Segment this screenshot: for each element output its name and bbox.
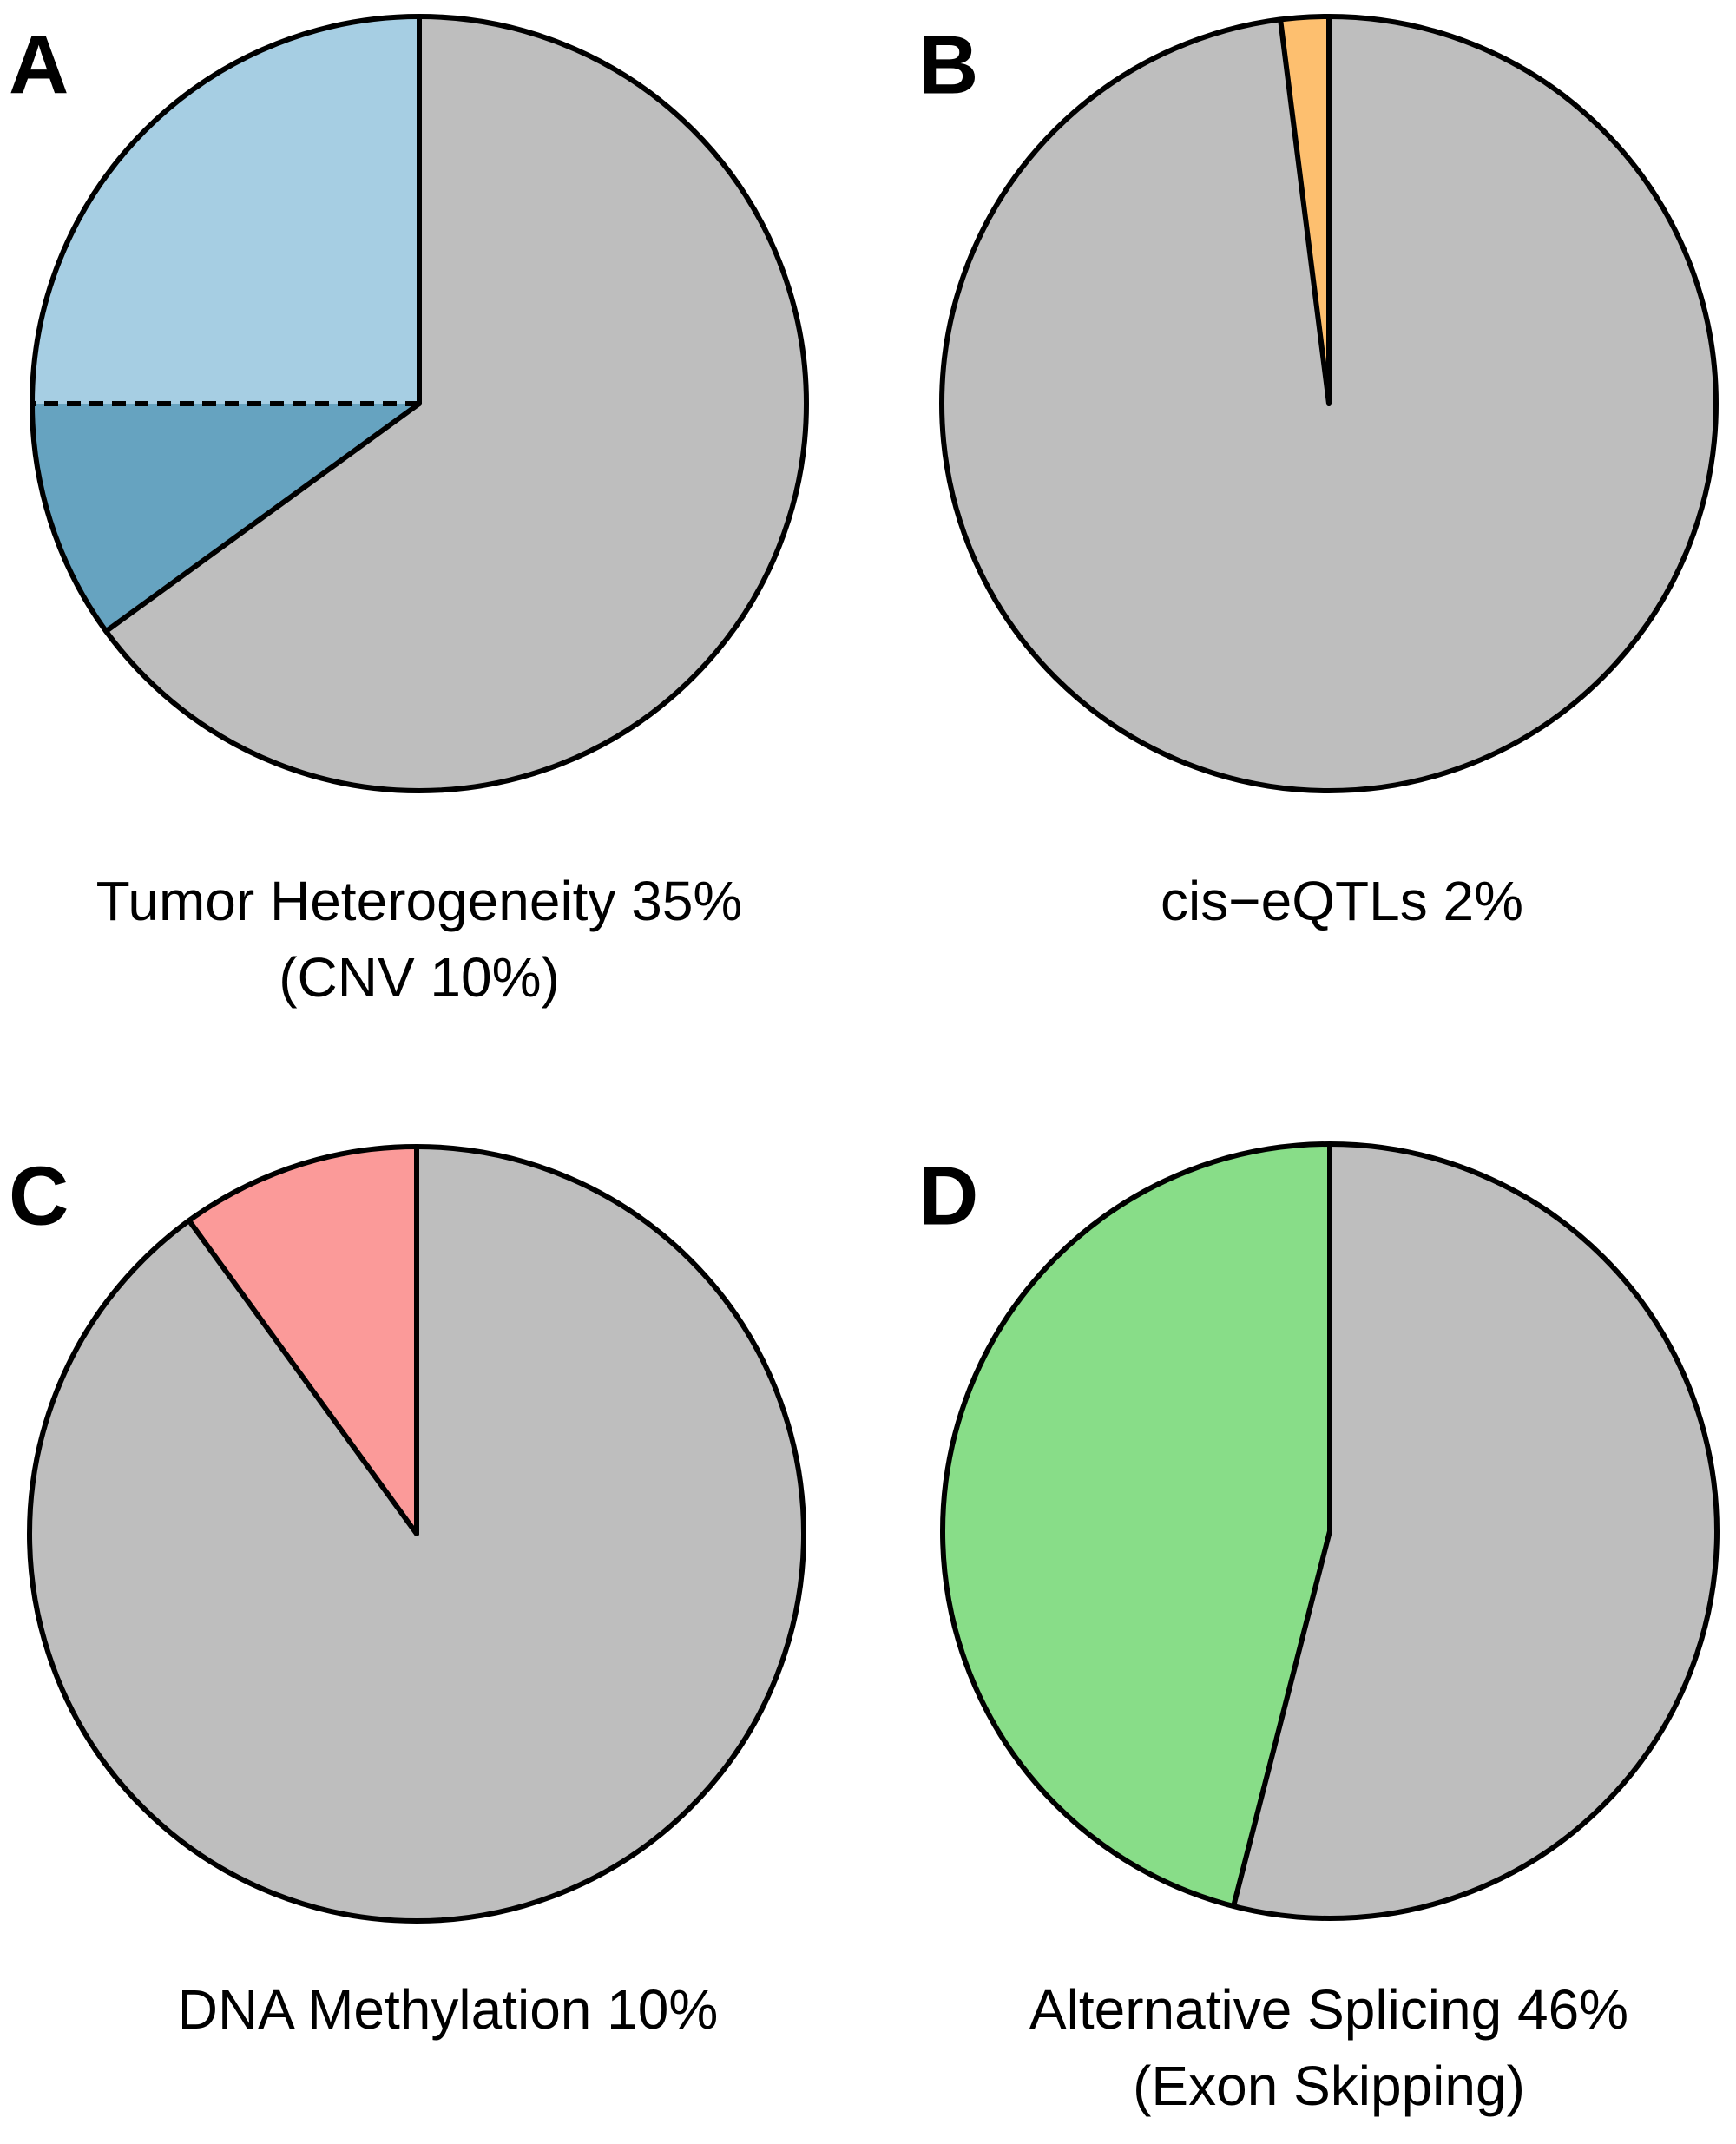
pie-slice [32,16,419,404]
panel-label: D [918,1149,978,1242]
slice-edge [103,401,422,635]
panel-label: B [918,18,978,111]
slice-edge [186,1218,419,1536]
panel-label: A [9,18,69,111]
caption: (Exon Skipping) [1133,2055,1525,2117]
caption: DNA Methylation 10% [178,1978,719,2041]
caption: cis−eQTLs 2% [1161,870,1523,932]
caption: Tumor Heterogeneity 35% [96,870,743,932]
panel-label: C [9,1149,69,1242]
pie-slice [942,1144,1330,1906]
pie-slice [1233,1144,1717,1918]
slice-edge [1278,16,1332,406]
pie-slice [106,16,807,792]
caption: (CNV 10%) [279,946,560,1009]
pie-slice [188,1147,417,1534]
slice-edge [1231,1529,1332,1909]
caption: Alternative Splicing 46% [1029,1978,1628,2041]
pie-slice [32,404,419,632]
